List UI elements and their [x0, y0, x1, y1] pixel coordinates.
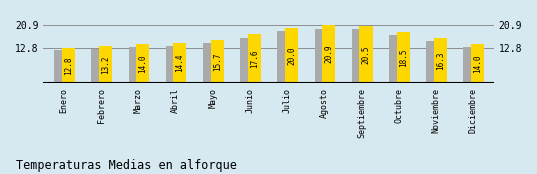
- Bar: [322, 25, 335, 83]
- Text: 12.8: 12.8: [64, 56, 73, 75]
- Text: 14.0: 14.0: [473, 54, 482, 73]
- Text: 17.6: 17.6: [250, 49, 259, 68]
- Text: Temperaturas Medias en alforque: Temperaturas Medias en alforque: [16, 159, 237, 172]
- Bar: [389, 35, 400, 83]
- Bar: [173, 43, 186, 83]
- Text: 14.0: 14.0: [138, 54, 147, 73]
- Bar: [54, 50, 64, 83]
- Bar: [211, 39, 223, 83]
- Bar: [91, 49, 102, 83]
- Text: 18.5: 18.5: [398, 48, 408, 67]
- Bar: [285, 27, 298, 83]
- Text: 20.5: 20.5: [361, 45, 371, 64]
- Text: 13.2: 13.2: [101, 56, 110, 74]
- Bar: [166, 46, 176, 83]
- Bar: [352, 29, 362, 83]
- Text: 16.3: 16.3: [436, 51, 445, 70]
- Text: 14.4: 14.4: [176, 54, 184, 72]
- Bar: [426, 41, 437, 83]
- Bar: [62, 48, 75, 83]
- Bar: [248, 34, 261, 83]
- Text: 20.9: 20.9: [324, 45, 333, 63]
- Bar: [278, 31, 288, 83]
- Bar: [99, 46, 112, 83]
- Bar: [397, 32, 410, 83]
- Bar: [359, 26, 373, 83]
- Bar: [471, 44, 484, 83]
- Text: 20.0: 20.0: [287, 46, 296, 65]
- Bar: [463, 47, 474, 83]
- Bar: [315, 29, 325, 83]
- Bar: [434, 38, 447, 83]
- Bar: [203, 43, 213, 83]
- Bar: [136, 44, 149, 83]
- Bar: [128, 47, 139, 83]
- Text: 15.7: 15.7: [213, 52, 222, 71]
- Bar: [240, 38, 251, 83]
